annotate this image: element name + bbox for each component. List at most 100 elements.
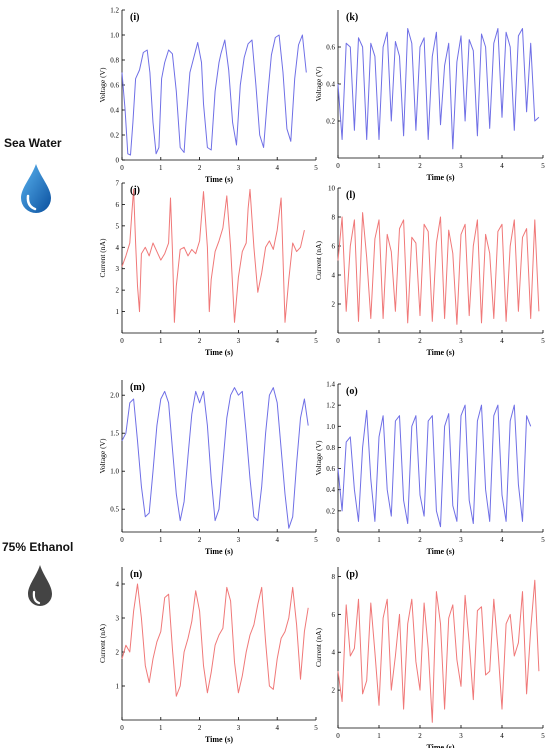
- x-tick-label: 4: [275, 724, 279, 732]
- y-tick-label: 0: [116, 157, 120, 165]
- y-tick-label: 6: [332, 243, 336, 251]
- y-tick-label: 4: [332, 649, 336, 657]
- x-tick-label: 5: [314, 724, 318, 732]
- x-tick-label: 2: [198, 724, 202, 732]
- x-tick-label: 0: [120, 536, 124, 544]
- y-tick-label: 2: [332, 301, 336, 309]
- y-tick-label: 1.0: [110, 32, 119, 40]
- x-tick-label: 5: [541, 732, 545, 740]
- panel-label: (k): [346, 12, 358, 23]
- x-tick-label: 4: [500, 162, 504, 170]
- x-tick-label: 2: [418, 732, 422, 740]
- x-axis-label: Time (s): [205, 348, 233, 357]
- y-tick-label: 0.2: [326, 507, 335, 515]
- y-axis-label: Voltage (V): [314, 66, 323, 102]
- x-tick-label: 4: [275, 164, 279, 172]
- section-label-75-ethanol: 75% Ethanol: [2, 540, 74, 554]
- chart-panel-m: 0 1 2 3 4 5 0.5 1.0 1.5 2.0 (m) Time (s) Voltage (V): [98, 380, 318, 556]
- y-tick-label: 1.5: [110, 430, 119, 438]
- y-tick-label: 1: [116, 683, 120, 691]
- x-axis-label: Time (s): [426, 348, 454, 357]
- x-tick-label: 0: [336, 162, 340, 170]
- y-tick-label: 0.6: [110, 82, 119, 90]
- y-tick-label: 0.5: [110, 506, 119, 514]
- y-tick-label: 10: [328, 185, 336, 193]
- chart-panel-p: 0 1 2 3 4 5 2 4 6 8 (p) Time (s) Current (nA): [314, 567, 545, 748]
- x-tick-label: 0: [120, 164, 124, 172]
- y-axis-label: Current (nA): [314, 628, 323, 667]
- y-tick-label: 0.8: [110, 57, 119, 65]
- chart-panel-n: 0 1 2 3 4 5 1 2 3 4 (n) Time (s) Current (nA): [98, 567, 318, 744]
- panel-label: (p): [346, 569, 358, 580]
- x-tick-label: 1: [377, 732, 381, 740]
- y-tick-label: 0.2: [326, 118, 335, 126]
- x-tick-label: 2: [418, 337, 422, 345]
- x-tick-label: 0: [336, 732, 340, 740]
- x-tick-label: 1: [159, 164, 163, 172]
- x-axis-label: Time (s): [426, 743, 454, 748]
- chart-panel-l: 0 1 2 3 4 5 2 4 6 8 10 (l) Time (s) Current (nA): [314, 185, 545, 358]
- y-tick-label: 4: [332, 272, 336, 280]
- x-tick-label: 4: [500, 536, 504, 544]
- series-line-l: [337, 212, 540, 325]
- y-tick-label: 4: [116, 581, 120, 589]
- x-tick-label: 0: [336, 337, 340, 345]
- x-tick-label: 3: [237, 164, 241, 172]
- x-tick-label: 0: [336, 536, 340, 544]
- x-tick-label: 4: [500, 732, 504, 740]
- panel-label: (i): [130, 12, 139, 23]
- y-axis-label: Current (nA): [98, 238, 107, 277]
- x-tick-label: 0: [120, 724, 124, 732]
- x-tick-label: 2: [418, 162, 422, 170]
- chart-panel-i: 0 1 2 3 4 5 0 0.2 0.4 0.6 0.8 1.0 1.2 (i) Time (s) Volt…: [98, 7, 318, 185]
- x-tick-label: 5: [541, 337, 545, 345]
- x-axis-label: Time (s): [426, 173, 454, 182]
- y-tick-label: 1.2: [110, 7, 119, 15]
- x-tick-label: 2: [198, 164, 202, 172]
- series-line-k: [337, 28, 540, 150]
- x-tick-label: 1: [159, 724, 163, 732]
- y-tick-label: 0.4: [110, 107, 119, 115]
- x-tick-label: 1: [377, 337, 381, 345]
- series-line-p: [337, 579, 540, 723]
- blue-water-drop-icon: [21, 164, 51, 213]
- y-tick-label: 0.8: [326, 444, 335, 452]
- series-line-j: [121, 188, 305, 323]
- panel-label: (j): [130, 185, 140, 196]
- y-axis-label: Voltage (V): [98, 438, 107, 474]
- y-tick-label: 3: [116, 615, 120, 623]
- x-tick-label: 1: [377, 162, 381, 170]
- x-tick-label: 5: [541, 536, 545, 544]
- series-line-n: [121, 583, 309, 697]
- x-tick-label: 1: [159, 536, 163, 544]
- panel-label: (n): [130, 569, 142, 580]
- x-tick-label: 3: [237, 724, 241, 732]
- x-tick-label: 1: [159, 337, 163, 345]
- chart-panel-o: 0 1 2 3 4 5 0.2 0.4 0.6 0.8 1.0 1.2 1.4 (o) Time (s) Vo…: [314, 381, 545, 557]
- x-tick-label: 2: [198, 337, 202, 345]
- x-tick-label: 4: [275, 536, 279, 544]
- x-tick-label: 4: [500, 337, 504, 345]
- panel-label: (m): [130, 382, 145, 393]
- panel-label: (l): [346, 190, 355, 201]
- y-tick-label: 1.0: [326, 423, 335, 431]
- y-tick-label: 0.6: [326, 44, 335, 52]
- y-axis-label: Voltage (V): [314, 440, 323, 476]
- y-tick-label: 3: [116, 265, 120, 273]
- x-tick-label: 5: [314, 536, 318, 544]
- panel-label: (o): [346, 386, 358, 397]
- x-tick-label: 5: [541, 162, 545, 170]
- y-tick-label: 0.4: [326, 81, 335, 89]
- chart-panel-k: 0 1 2 3 4 5 0.2 0.4 0.6 (k) Time (s) Voltage (V): [314, 10, 545, 182]
- x-axis-label: Time (s): [205, 175, 233, 184]
- y-tick-label: 2: [116, 287, 120, 295]
- series-line-i: [121, 34, 307, 156]
- y-tick-label: 5: [116, 222, 120, 230]
- y-axis-label: Current (nA): [98, 624, 107, 663]
- y-tick-label: 8: [332, 573, 336, 581]
- y-tick-label: 1.4: [326, 381, 335, 389]
- x-tick-label: 3: [459, 536, 463, 544]
- y-tick-label: 0.4: [326, 486, 335, 494]
- y-axis-label: Current (nA): [314, 241, 323, 280]
